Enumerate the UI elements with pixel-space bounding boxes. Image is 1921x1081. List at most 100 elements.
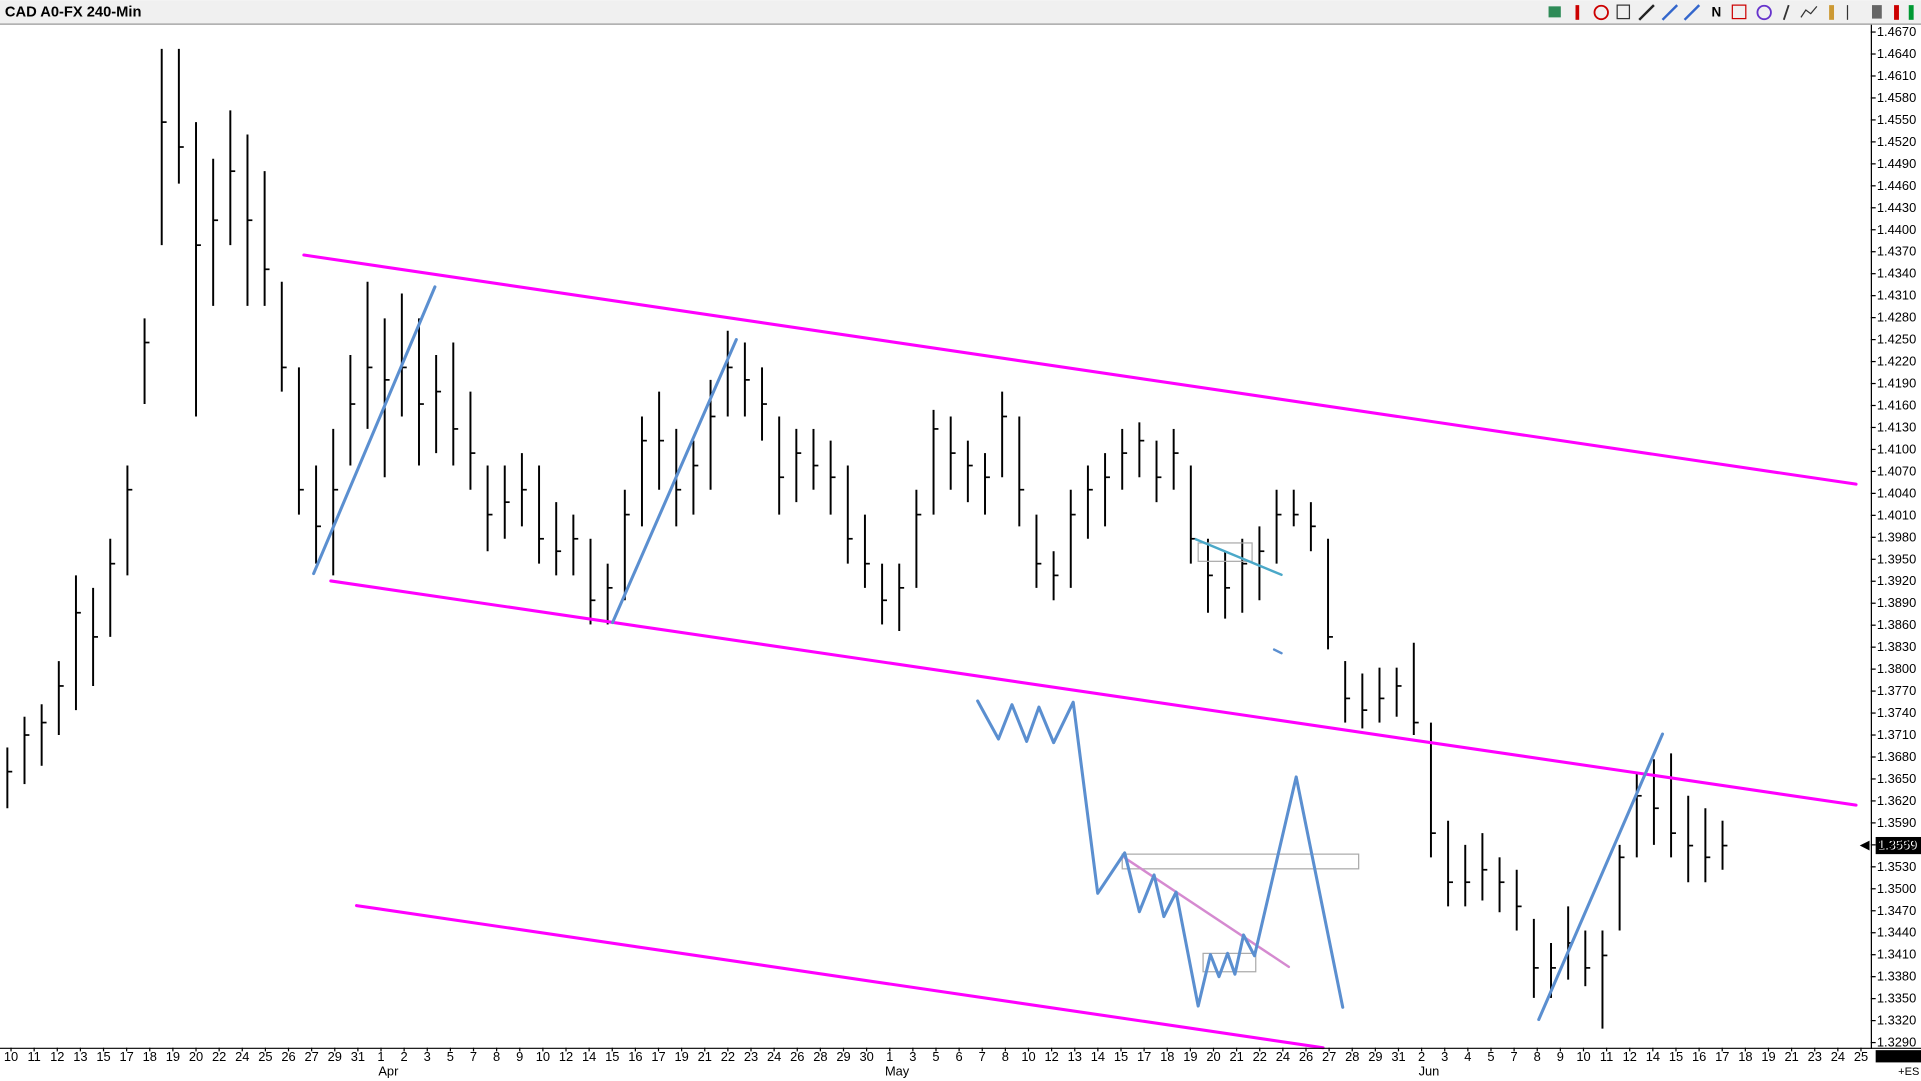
tool-icon[interactable]	[1782, 4, 1790, 21]
x-tick-label: 24	[767, 1049, 781, 1064]
tool-icon[interactable]	[1638, 4, 1655, 21]
drawings	[302, 253, 1858, 1050]
x-tick-label: 9	[1557, 1049, 1564, 1064]
last-price-label: 1.3559	[1878, 838, 1917, 853]
toolbar[interactable]: N	[1548, 4, 1914, 21]
x-month-label: May	[885, 1064, 910, 1079]
y-tick-label: 1.4490	[1877, 156, 1916, 171]
x-tick-label: 4	[1464, 1049, 1471, 1064]
x-tick-label: 22	[1253, 1049, 1267, 1064]
x-tick-label: 17	[119, 1049, 133, 1064]
trend-line	[312, 285, 437, 576]
tool-icon[interactable]	[1829, 5, 1835, 20]
y-tick-label: 1.4400	[1877, 222, 1916, 237]
x-tick-label: 24	[1276, 1049, 1290, 1064]
x-tick-label: 14	[582, 1049, 596, 1064]
x-tick-label: 21	[1229, 1049, 1243, 1064]
y-tick-label: 1.3740	[1877, 705, 1916, 720]
title-bar	[0, 0, 1921, 24]
y-tick-label: 1.3320	[1877, 1013, 1916, 1028]
x-tick-label: 19	[1761, 1049, 1775, 1064]
tool-icon[interactable]	[1616, 4, 1631, 20]
trend-line	[611, 338, 738, 625]
x-tick-label: 12	[1623, 1049, 1637, 1064]
trend-line	[1537, 732, 1665, 1022]
y-tick-label: 1.3770	[1877, 683, 1916, 698]
x-tick-label: 19	[674, 1049, 688, 1064]
x-tick-label: 8	[1002, 1049, 1009, 1064]
last-price-arrow	[1859, 840, 1870, 851]
range-box	[1202, 952, 1257, 973]
y-tick-label: 1.4610	[1877, 68, 1916, 83]
y-tick-label: 1.3590	[1877, 815, 1916, 830]
y-tick-label: 1.4670	[1877, 24, 1916, 39]
y-tick-label: 1.4340	[1877, 266, 1916, 281]
range-box	[1121, 853, 1360, 870]
tool-icon[interactable]	[1593, 4, 1609, 21]
x-tick-label: 7	[1511, 1049, 1518, 1064]
x-tick-label: 1	[377, 1049, 384, 1064]
tool-icon[interactable]	[1871, 5, 1882, 19]
x-tick-label: 21	[698, 1049, 712, 1064]
tool-icon[interactable]	[1548, 6, 1561, 18]
tool-icon[interactable]	[1800, 5, 1818, 18]
x-tick-label: 8	[493, 1049, 500, 1064]
x-tick-label: 1	[886, 1049, 893, 1064]
y-tick-label: 1.3920	[1877, 573, 1916, 588]
x-tick-label: 13	[73, 1049, 87, 1064]
x-tick-label: 26	[281, 1049, 295, 1064]
y-tick-label: 1.4070	[1877, 463, 1916, 478]
corner-label: +ES	[1898, 1066, 1919, 1078]
x-tick-label: 12	[50, 1049, 64, 1064]
tool-icon[interactable]	[1575, 5, 1580, 20]
channel-line	[329, 579, 1858, 807]
tool-icon[interactable]	[1894, 5, 1899, 20]
y-tick-label: 1.4010	[1877, 507, 1916, 522]
trend-line	[1272, 648, 1283, 655]
y-tick-label: 1.4190	[1877, 376, 1916, 391]
y-tick-label: 1.3980	[1877, 529, 1916, 544]
tool-icon[interactable]	[1731, 4, 1747, 20]
channel-line	[354, 904, 1325, 1050]
x-tick-label: 20	[1206, 1049, 1220, 1064]
x-tick-label: 29	[1368, 1049, 1382, 1064]
x-tick-label: 24	[1831, 1049, 1845, 1064]
x-tick-label: 10	[4, 1049, 18, 1064]
x-tick-label: 15	[1114, 1049, 1128, 1064]
y-tick-label: 1.4220	[1877, 354, 1916, 369]
x-tick-label: 20	[189, 1049, 203, 1064]
x-tick-label: 27	[304, 1049, 318, 1064]
x-tick-label: 3	[909, 1049, 916, 1064]
price-bars	[6, 48, 1728, 1029]
tool-icon[interactable]	[1756, 4, 1772, 21]
last-price-box	[1875, 836, 1921, 855]
x-tick-label: 19	[1183, 1049, 1197, 1064]
y-tick-label: 1.4550	[1877, 112, 1916, 127]
tool-icon[interactable]	[1661, 4, 1679, 21]
trend-line	[1194, 538, 1283, 577]
y-tick-label: 1.4100	[1877, 441, 1916, 456]
tool-icon[interactable]	[1908, 5, 1914, 20]
y-tick-label: 1.3530	[1877, 859, 1916, 874]
x-tick-label: 11	[27, 1049, 40, 1064]
y-tick-label: 1.3680	[1877, 749, 1916, 764]
x-month-label: Jun	[1419, 1064, 1440, 1079]
x-tick-label: 26	[1299, 1049, 1313, 1064]
x-tick-label: 16	[1692, 1049, 1706, 1064]
x-tick-label: 30	[859, 1049, 873, 1064]
x-tick-label: 10	[536, 1049, 550, 1064]
tool-icon[interactable]	[1683, 4, 1701, 21]
y-tick-label: 1.3290	[1877, 1035, 1916, 1050]
y-tick-label: 1.4130	[1877, 419, 1916, 434]
y-tick-label: 1.4640	[1877, 46, 1916, 61]
y-tick-label: 1.3440	[1877, 925, 1916, 940]
x-tick-label: 14	[1646, 1049, 1660, 1064]
chart-title: CAD A0-FX 240-Min	[5, 4, 142, 20]
y-tick-label: 1.4280	[1877, 310, 1916, 325]
x-tick-label: 10	[1576, 1049, 1590, 1064]
x-tick-label: 23	[744, 1049, 758, 1064]
y-tick-label: 1.4040	[1877, 485, 1916, 500]
tool-icon-label[interactable]: N	[1712, 5, 1722, 20]
